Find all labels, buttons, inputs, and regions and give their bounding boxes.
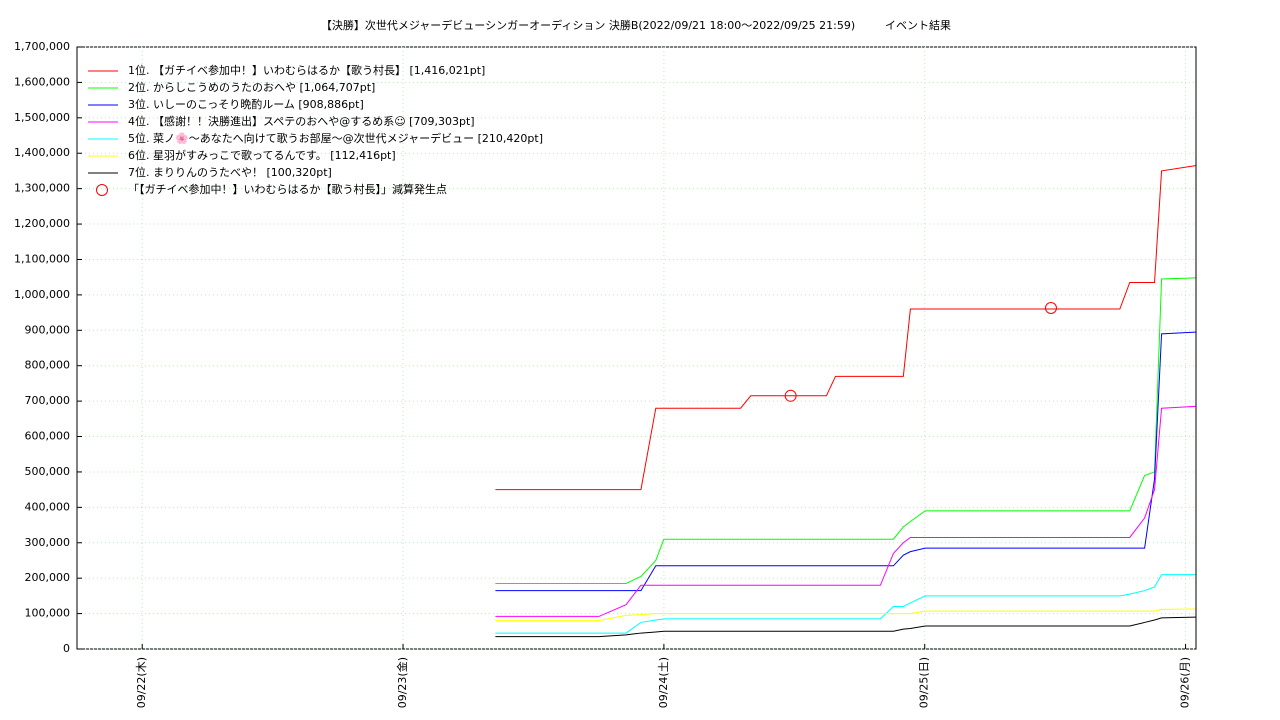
y-tick-label: 400,000 (25, 500, 71, 513)
y-tick-label: 800,000 (25, 359, 71, 372)
series-line (495, 165, 1196, 491)
y-tick-label: 1,400,000 (14, 146, 70, 159)
legend-label: 3位. いしーのこっそり晩酌ルーム [908,886pt] (128, 97, 364, 111)
y-tick-label: 100,000 (25, 607, 71, 620)
y-tick-label: 1,100,000 (14, 252, 70, 265)
y-tick-label: 1,600,000 (14, 75, 70, 88)
x-tick-label: 09/26(月) (1179, 657, 1192, 708)
y-tick-label: 500,000 (25, 465, 71, 478)
plot-frame (76, 46, 1197, 650)
series-line (495, 608, 1196, 622)
y-tick-label: 1,300,000 (14, 182, 70, 195)
y-tick-label: 1,200,000 (14, 217, 70, 230)
chart-title: 【決勝】次世代メジャーデビューシンガーオーディション 決勝B(2022/09/2… (321, 18, 855, 32)
y-tick-label: 0 (63, 642, 70, 655)
deduction-marker (1044, 301, 1057, 314)
legend-label: 「【ガチイベ参加中！】いわむらはるか【歌う村長】」減算発生点 (128, 182, 447, 196)
series-line (495, 616, 1196, 638)
legend-label: 2位. からしこうめのうたのおへや [1,064,707pt] (128, 80, 375, 94)
y-tick-label: 900,000 (25, 323, 71, 336)
y-tick-label: 300,000 (25, 536, 71, 549)
y-tick-label: 600,000 (25, 430, 71, 443)
y-tick-label: 200,000 (25, 571, 71, 584)
series-line (495, 277, 1196, 584)
x-tick-label: 09/22(木) (135, 657, 148, 708)
legend-label: 5位. 菜ノ🌸～あなたへ向けて歌うお部屋～@次世代メジャーデビュー [210,4… (128, 131, 543, 145)
y-tick-label: 1,000,000 (14, 288, 70, 301)
y-tick-label: 1,700,000 (14, 40, 70, 53)
x-tick-label: 09/25(日) (918, 657, 931, 708)
legend-label: 7位. まりりんのうたべや！ [100,320pt] (128, 165, 332, 179)
deduction-marker (784, 389, 797, 402)
y-tick-label: 700,000 (25, 394, 71, 407)
legend-label: 6位. 星羽がすみっこで歌ってるんです。 [112,416pt] (128, 148, 396, 162)
x-tick-label: 09/24(土) (657, 657, 670, 708)
legend-swatch (96, 184, 108, 196)
legend-label: 1位. 【ガチイベ参加中！】いわむらはるか【歌う村長】 [1,416,021pt… (128, 63, 485, 77)
x-tick-label: 09/23(金) (395, 657, 409, 708)
legend-label: 4位. 【感謝！！決勝進出】スペテのおへや@するめ系☺ [709,303pt] (128, 114, 475, 128)
chart-subtitle: イベント結果 (885, 18, 951, 32)
series-line (495, 331, 1196, 592)
series-line (495, 574, 1196, 634)
y-tick-label: 1,500,000 (14, 111, 70, 124)
series-line (495, 405, 1196, 617)
